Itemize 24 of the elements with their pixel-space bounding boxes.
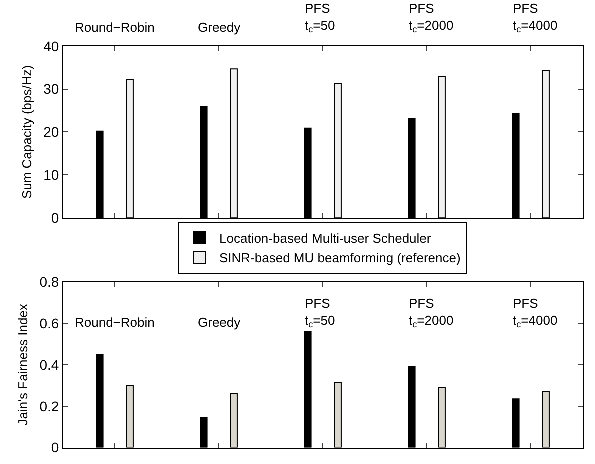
- y-tick-label: 10: [44, 167, 60, 184]
- legend-label: SINR-based MU beamforming (reference): [220, 250, 461, 266]
- annotation: PFS t$_{c}$=2000: [409, 296, 454, 330]
- legend-label: Location-based Multi-user Scheduler: [220, 230, 432, 246]
- y-tick-label: 0.8: [40, 274, 60, 290]
- y-tick-label: 0.6: [40, 315, 60, 332]
- text: PFS t$_{c}$=4000: [513, 1, 558, 35]
- text: Greedy: [198, 20, 242, 35]
- y-axis-title: Sum Capacity (bps/Hz): [20, 65, 35, 200]
- y-tick-label: 0.4: [40, 356, 60, 373]
- y-tick-label: 0: [51, 210, 60, 226]
- text: Round−Robin: [75, 20, 155, 35]
- text: PFS t$_{c}$=2000: [409, 1, 454, 35]
- annotation: PFS t$_{c}$=4000: [513, 296, 558, 330]
- y-tick-label: 20: [44, 124, 60, 140]
- y-axis-title: Jain's Fairness Index: [16, 304, 31, 426]
- annotation: Round−Robin: [75, 315, 155, 330]
- text: PFS t$_{c}$=50: [305, 1, 336, 35]
- y-tick-label: 30: [44, 81, 60, 98]
- annotation: Greedy: [198, 315, 242, 330]
- y-tick-label: 40: [44, 38, 60, 54]
- annotation: PFS t$_{c}$=50: [305, 296, 336, 330]
- y-tick-label: 0: [51, 440, 60, 456]
- y-tick-label: 0.2: [40, 398, 60, 414]
